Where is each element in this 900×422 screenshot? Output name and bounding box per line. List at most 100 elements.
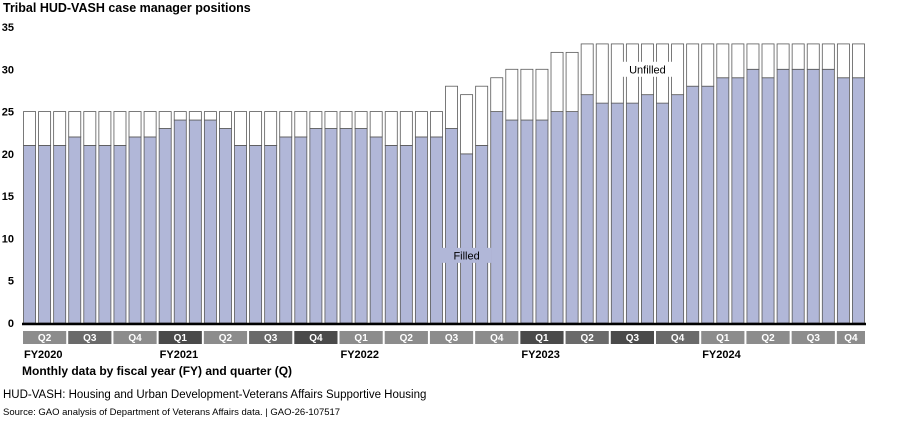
fiscal-year-label: FY2023 <box>521 349 560 361</box>
fiscal-year-label: FY2024 <box>702 349 741 361</box>
bar-filled <box>761 77 775 324</box>
bar-filled <box>460 153 474 324</box>
annotations: Filled Unfilled <box>441 61 679 263</box>
fiscal-year-labels: FY2020 FY2021 FY2022 FY2023 FY2024 <box>24 349 742 361</box>
bar-filled <box>38 144 52 324</box>
annotation-background <box>616 61 679 77</box>
quarter-band <box>701 331 745 344</box>
bar-unfilled <box>113 111 127 146</box>
bars <box>23 43 865 324</box>
quarter-band <box>249 331 293 344</box>
bar-unfilled <box>836 43 850 79</box>
bar-filled <box>143 136 157 324</box>
bar-filled <box>128 136 142 324</box>
bar-filled <box>98 144 112 324</box>
bar-filled <box>23 144 36 324</box>
bar-unfilled <box>279 111 293 138</box>
bar-unfilled <box>716 43 730 79</box>
bar-unfilled <box>53 111 67 146</box>
y-tick-label: 5 <box>8 276 14 288</box>
bar-unfilled <box>414 111 428 138</box>
chart-title: Tribal HUD-VASH case manager positions <box>3 1 251 15</box>
bar-unfilled <box>505 68 519 121</box>
bar-filled <box>324 128 338 324</box>
bar-filled <box>641 94 654 324</box>
bar-filled <box>852 77 865 324</box>
quarter-band <box>746 331 790 344</box>
y-tick-label: 10 <box>2 233 14 245</box>
quarter-band <box>23 331 67 344</box>
bar-filled <box>264 144 278 324</box>
bar-unfilled <box>188 111 202 121</box>
fiscal-year-label: FY2020 <box>24 349 63 361</box>
quarter-strip: Q2 Q3 Q4 Q1 Q2 Q3 Q4 Q1 Q2 Q3 Q4 Q1 Q2 Q3 Q4 Q1 Q2 Q3 Q4 <box>23 331 865 344</box>
quarter-label: Q4 <box>128 333 142 344</box>
bar-filled <box>445 128 458 324</box>
bar-unfilled <box>309 111 323 129</box>
bar-filled <box>399 144 413 324</box>
bar-unfilled <box>324 111 338 129</box>
bar-unfilled <box>203 111 217 121</box>
bar-unfilled <box>595 43 609 104</box>
quarter-label: Q3 <box>264 333 278 344</box>
annotation-label: Filled <box>453 250 479 262</box>
bar-filled <box>490 111 504 324</box>
bar-unfilled <box>791 43 805 70</box>
quarter-label: Q4 <box>309 333 323 344</box>
bar-filled <box>414 136 428 324</box>
quarter-band <box>520 331 564 344</box>
fiscal-year-label: FY2022 <box>341 349 380 361</box>
bar-filled <box>173 119 187 324</box>
quarter-label: Q3 <box>626 333 640 344</box>
quarter-label: Q2 <box>581 333 595 344</box>
bar-filled <box>113 144 127 324</box>
bar-filled <box>294 136 308 324</box>
quarter-label: Q2 <box>38 333 52 344</box>
quarter-label: Q1 <box>354 333 368 344</box>
bar-filled <box>83 144 97 324</box>
bar-filled <box>354 128 368 324</box>
source-note: Source: GAO analysis of Department of Ve… <box>3 407 341 418</box>
bar-filled <box>53 144 67 324</box>
bar-unfilled <box>580 43 594 96</box>
bar-filled <box>625 102 639 324</box>
bar-filled <box>610 102 624 324</box>
bar-filled <box>520 119 534 324</box>
bar-filled <box>339 128 353 324</box>
bar-filled <box>776 68 790 324</box>
bar-unfilled <box>384 111 398 146</box>
bar-unfilled <box>173 111 187 121</box>
bar-filled <box>671 94 685 324</box>
bar-filled <box>701 85 715 324</box>
bar-unfilled <box>565 51 579 112</box>
bar-filled <box>249 144 263 324</box>
quarter-label: Q1 <box>535 333 549 344</box>
bar-unfilled <box>776 43 790 70</box>
quarter-label: Q3 <box>83 333 97 344</box>
bar-unfilled <box>806 43 820 70</box>
quarter-band <box>565 331 609 344</box>
quarter-label: Q3 <box>807 333 821 344</box>
bar-unfilled <box>83 111 97 146</box>
y-tick-label: 30 <box>2 64 14 76</box>
bar-filled <box>791 68 805 324</box>
y-axis: 0 5 10 15 20 25 30 35 <box>2 22 14 330</box>
bar-unfilled <box>686 43 700 87</box>
bar-filled <box>595 102 609 324</box>
annotation-background <box>441 247 492 263</box>
quarter-label: Q3 <box>445 333 459 344</box>
bar-unfilled <box>445 85 458 129</box>
quarter-band <box>68 331 112 344</box>
bar-unfilled <box>23 111 36 146</box>
bar-unfilled <box>520 68 534 121</box>
quarter-band <box>339 331 383 344</box>
quarter-label: Q4 <box>490 333 504 344</box>
bar-unfilled <box>746 43 760 70</box>
bar-filled <box>821 68 835 324</box>
bar-filled <box>234 144 247 324</box>
bar-unfilled <box>264 111 278 146</box>
bar-filled <box>731 77 745 324</box>
bar-filled <box>279 136 293 324</box>
bar-filled <box>550 111 564 324</box>
bar-unfilled <box>98 111 112 146</box>
